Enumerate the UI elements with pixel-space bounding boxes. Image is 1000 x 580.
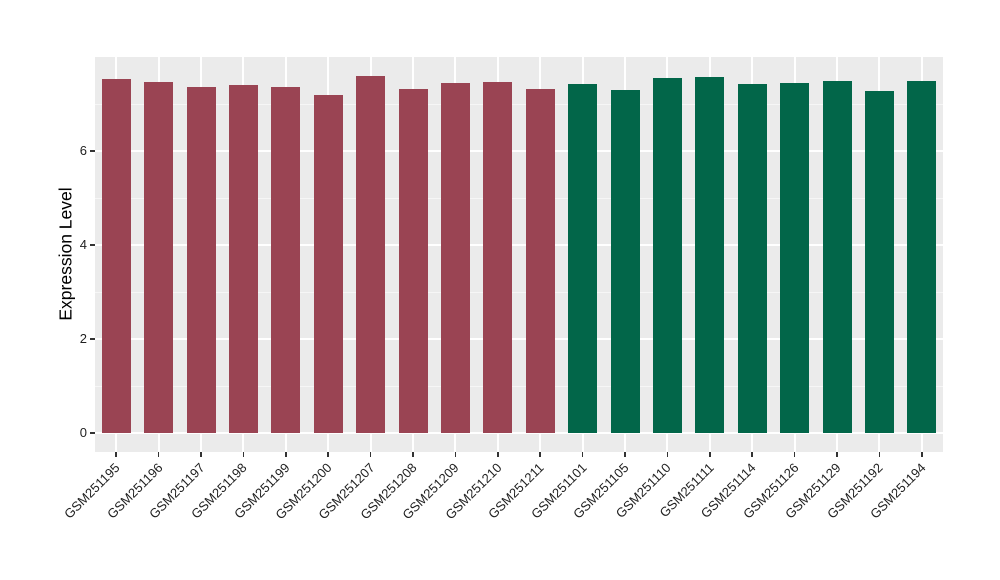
plot-panel [95,57,943,452]
x-axis-tick-mark [285,452,287,457]
x-axis-tick-mark [369,452,372,457]
bar-GSM251196 [144,82,174,434]
x-axis-tick-mark [497,452,499,457]
bar-GSM251110 [652,78,682,434]
bar-GSM251126 [780,83,810,434]
gridline-minor [95,385,943,387]
bar-GSM251209 [440,83,470,434]
gridline-major [95,338,943,341]
x-axis-tick-mark [793,452,796,457]
bar-GSM251197 [186,86,216,434]
x-axis-tick-mark [327,452,329,457]
gridline-major [95,150,943,153]
x-axis-tick-mark [624,452,626,457]
gridline-major [95,432,943,435]
y-tick-label: 2 [79,331,87,347]
bar-GSM251129 [822,81,852,434]
y-axis-tick-mark [90,150,95,152]
bar-GSM251105 [610,89,640,434]
x-axis-tick-mark [581,452,584,457]
x-axis-tick-mark [412,452,414,457]
x-axis-tick-mark [751,452,753,457]
bar-GSM251199 [271,87,301,434]
x-axis-tick-mark [157,452,160,457]
y-axis-tick-mark [90,338,95,340]
x-axis-tick-mark [454,452,457,457]
bar-GSM251195 [101,79,131,434]
bar-GSM251192 [864,90,894,434]
bar-GSM251211 [525,88,555,434]
gridline-minor [95,103,943,105]
x-axis-tick-mark [709,452,711,457]
bar-GSM251101 [568,84,598,434]
x-axis-tick-mark [921,452,923,457]
x-axis-tick-mark [666,452,669,457]
x-axis-tick-mark [115,452,117,457]
bar-GSM251111 [695,76,725,434]
y-tick-label: 0 [79,425,87,441]
x-axis-tick-mark [539,452,541,457]
bar-GSM251210 [483,82,513,434]
x-axis-tick-mark [200,452,202,457]
bar-GSM251114 [737,83,767,434]
bar-GSM251198 [228,84,258,434]
y-axis-tick-mark [90,432,95,434]
bar-GSM251200 [313,95,343,434]
x-axis-tick-mark [242,452,245,457]
y-axis-title: Expression Level [55,187,76,321]
bar-GSM251207 [356,75,386,434]
bar-GSM251208 [398,89,428,434]
gridline-minor [95,291,943,293]
gridline-minor [95,197,943,199]
y-tick-label: 4 [79,237,87,253]
bar-GSM251194 [907,80,937,434]
gridline-major [95,244,943,247]
y-axis-tick-mark [90,244,95,246]
y-tick-label: 6 [79,143,87,159]
x-axis-tick-mark [836,452,838,457]
x-axis-tick-mark [878,452,881,457]
